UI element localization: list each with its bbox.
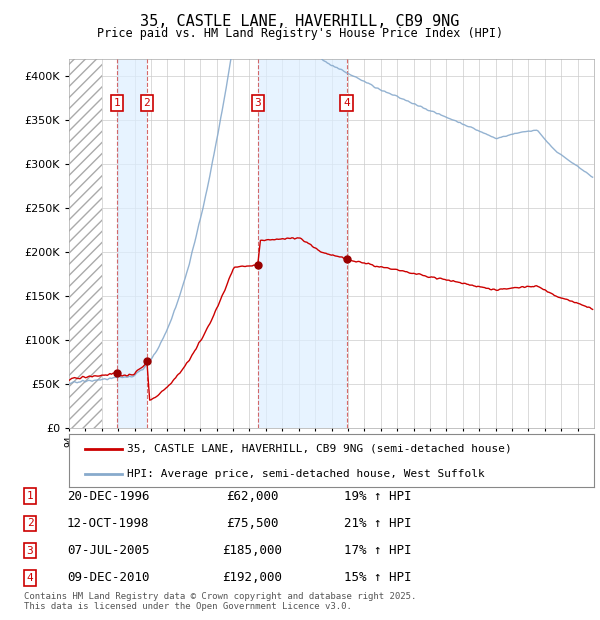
Text: 3: 3 — [26, 546, 34, 556]
Bar — [117, 59, 147, 428]
Bar — [257, 59, 347, 428]
Text: 1: 1 — [113, 98, 120, 108]
Text: 15% ↑ HPI: 15% ↑ HPI — [344, 572, 412, 584]
Text: £185,000: £185,000 — [222, 544, 282, 557]
Text: Contains HM Land Registry data © Crown copyright and database right 2025.
This d: Contains HM Land Registry data © Crown c… — [24, 591, 416, 611]
Text: 35, CASTLE LANE, HAVERHILL, CB9 9NG (semi-detached house): 35, CASTLE LANE, HAVERHILL, CB9 9NG (sem… — [127, 444, 511, 454]
Text: HPI: Average price, semi-detached house, West Suffolk: HPI: Average price, semi-detached house,… — [127, 469, 485, 479]
Text: 1: 1 — [26, 491, 34, 501]
Text: 07-JUL-2005: 07-JUL-2005 — [67, 544, 149, 557]
Text: 35, CASTLE LANE, HAVERHILL, CB9 9NG: 35, CASTLE LANE, HAVERHILL, CB9 9NG — [140, 14, 460, 29]
Text: 2: 2 — [143, 98, 151, 108]
Text: Price paid vs. HM Land Registry's House Price Index (HPI): Price paid vs. HM Land Registry's House … — [97, 27, 503, 40]
Text: 20-DEC-1996: 20-DEC-1996 — [67, 490, 149, 502]
Text: £62,000: £62,000 — [226, 490, 278, 502]
Text: 09-DEC-2010: 09-DEC-2010 — [67, 572, 149, 584]
Text: £75,500: £75,500 — [226, 517, 278, 529]
Bar — [69, 59, 102, 428]
Text: 12-OCT-1998: 12-OCT-1998 — [67, 517, 149, 529]
Text: 3: 3 — [254, 98, 261, 108]
Text: 21% ↑ HPI: 21% ↑ HPI — [344, 517, 412, 529]
Text: 4: 4 — [26, 573, 34, 583]
Text: 17% ↑ HPI: 17% ↑ HPI — [344, 544, 412, 557]
Text: 4: 4 — [343, 98, 350, 108]
Text: 2: 2 — [26, 518, 34, 528]
Text: 19% ↑ HPI: 19% ↑ HPI — [344, 490, 412, 502]
Text: £192,000: £192,000 — [222, 572, 282, 584]
